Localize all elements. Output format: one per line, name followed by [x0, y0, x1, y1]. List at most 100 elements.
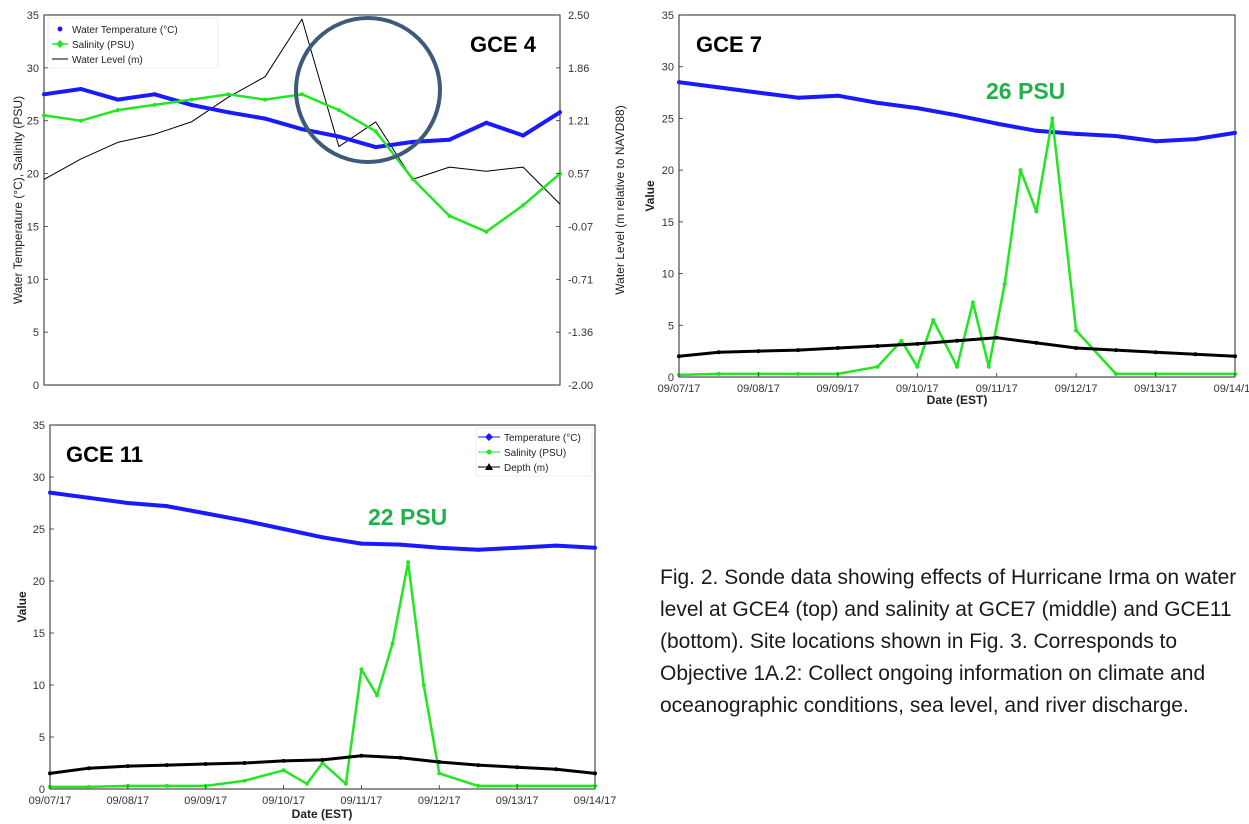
gce11-xlabel: Date (EST): [292, 807, 353, 821]
gce11-depth-series: [48, 753, 597, 776]
gce7-data-point: [955, 113, 959, 118]
gce4-ytick-right-label: -0.07: [568, 221, 593, 233]
gce7-ytick-label: 10: [662, 269, 674, 281]
gce11-legend-depth: Depth (m): [504, 463, 548, 474]
gce7-data-point: [875, 100, 880, 105]
gce4-ytick-label: 5: [33, 327, 39, 339]
gce7-ytick-label: 5: [668, 320, 674, 332]
gce4-legend-level: Water Level (m): [72, 55, 143, 66]
gce11-data-point: [125, 501, 130, 505]
gce11-temperature-series: [48, 490, 597, 552]
gce7-data-point: [677, 80, 681, 85]
gce4-ylabel-right: Water Level (m relative to NAVD88): [613, 105, 627, 294]
gce11-data-point: [86, 495, 91, 500]
gce7-data-point: [915, 106, 920, 111]
gce7-data-point: [1113, 348, 1118, 353]
gce4-ytick-right-label: 0.57: [568, 169, 589, 181]
gce4-data-point: [373, 129, 378, 134]
gce7-data-point: [875, 344, 880, 348]
gce7-depth-series: [677, 335, 1237, 359]
gce7-xtick-label: 09/08/17: [737, 383, 780, 395]
gce7-data-point: [796, 348, 801, 353]
gce4-water-level-series: [43, 18, 561, 205]
gce11-xtick-label: 09/09/17: [184, 795, 227, 807]
gce11-data-point: [242, 761, 247, 765]
gce7-data-point: [1233, 130, 1237, 135]
gce4-data-point: [410, 176, 415, 181]
gce4-data-point: [336, 134, 341, 139]
gce11-data-point: [281, 527, 286, 531]
gce7-xtick-label: 09/10/17: [896, 383, 939, 395]
gce11-data-point: [359, 541, 364, 546]
gce11-data-point: [343, 781, 348, 786]
gce11-data-point: [515, 545, 520, 550]
gce11-data-point: [125, 764, 130, 769]
gce7-xtick-label: 09/11/17: [976, 383, 1018, 395]
gce4-salinity-series: [42, 92, 562, 234]
gce11-xtick-label: 09/08/17: [106, 795, 149, 807]
gce7-data-point: [716, 350, 721, 355]
gce11-legend-sal-marker: [486, 449, 492, 455]
gce7-xtick-label: 09/09/17: [816, 383, 859, 395]
gce11-ytick-label: 35: [33, 420, 45, 432]
gce4-legend: Water Temperature (°C) Salinity (PSU) Wa…: [47, 17, 219, 69]
gce11-data-point: [320, 757, 325, 762]
gce7-ytick-label: 35: [662, 10, 674, 22]
gce4-data-point: [263, 97, 268, 102]
gce11-data-point: [164, 763, 169, 768]
gce11-data-point: [398, 542, 403, 547]
gce4-legend-sal-marker: [56, 40, 64, 48]
gce4-data-point: [447, 213, 452, 218]
figure-caption: Fig. 2. Sonde data showing effects of Hu…: [660, 566, 1237, 717]
gce11-data-point: [437, 771, 442, 776]
gce11-data-point: [203, 511, 208, 516]
gce4-data-point: [189, 97, 194, 102]
gce11-xtick-label: 09/12/17: [418, 795, 461, 807]
gce7-data-point: [994, 335, 999, 340]
gce7-plot-area: [678, 14, 1236, 378]
gce4-legend-temp: Water Temperature (°C): [72, 25, 178, 36]
gce4-data-point: [42, 92, 46, 97]
gce7-xtick-label: 09/07/17: [658, 383, 701, 395]
gce11-data-point: [359, 753, 364, 758]
gce7-xtick-label: 09/14/17: [1214, 383, 1249, 395]
gce7-data-point: [835, 346, 840, 350]
gce7-x-axis-ticks: 09/07/17 09/08/17 09/09/17 09/10/17 09/11/17…: [658, 373, 1249, 395]
gce7-ytick-label: 0: [668, 372, 674, 384]
gce4-data-point: [300, 92, 304, 97]
gce11-ylabel: Value: [15, 591, 29, 623]
gce11-data-point: [593, 771, 597, 776]
gce11-data-point: [48, 771, 52, 776]
gce11-data-point: [242, 518, 247, 523]
gce11-data-point: [320, 761, 325, 765]
gce7-data-point: [756, 349, 761, 354]
gce4-ytick-right-label: -1.36: [568, 327, 593, 339]
gce4-left-axis-ticks: 0 5 10 15 20 25 30 35: [27, 10, 48, 392]
gce7-salinity-series: [677, 116, 1237, 377]
gce7-data-point: [1153, 350, 1158, 355]
gce7-data-point: [756, 90, 761, 95]
gce4-data-point: [336, 108, 341, 113]
gce11-legend-temp-marker: [485, 433, 493, 441]
gce7-y-axis-ticks: 0 5 10 15 20 25 30 35: [662, 10, 683, 384]
gce7-data-point: [1034, 340, 1039, 345]
gce4-ytick-label: 10: [27, 274, 39, 286]
gce4-data-point: [373, 145, 378, 150]
gce11-ytick-label: 5: [39, 732, 45, 744]
gce11-legend: Temperature (°C) Salinity (PSU) Depth (m…: [475, 427, 593, 477]
gce11-data-point: [281, 768, 286, 773]
gce11-salinity-series: [48, 560, 597, 789]
gce11-data-point: [281, 758, 286, 763]
gce7-data-point: [1233, 354, 1237, 359]
gce7-data-point: [955, 364, 959, 369]
gce11-data-point: [476, 547, 481, 552]
gce7-ytick-label: 25: [662, 113, 674, 125]
gce7-data-point: [875, 364, 880, 369]
gce7-data-point: [796, 95, 801, 100]
gce7-data-point: [1018, 168, 1023, 173]
gce7-data-point: [1113, 134, 1118, 138]
gce4-right-axis-ticks: -2.00 -1.36 -0.71 -0.07 0.57 1.21 1.86 2.50: [556, 10, 593, 392]
gce11-data-point: [554, 767, 559, 772]
gce4-ytick-label: 15: [27, 221, 39, 233]
gce11-data-point: [375, 693, 379, 698]
